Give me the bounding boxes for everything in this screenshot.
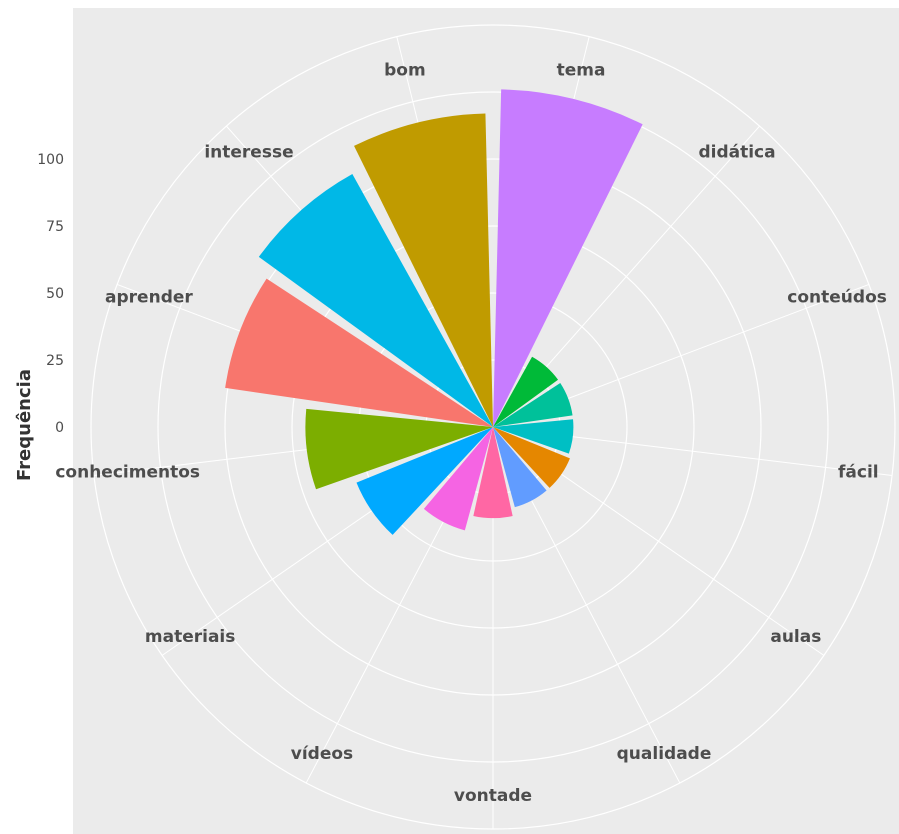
bar-conhecimentos bbox=[305, 408, 493, 490]
bar-fácil bbox=[493, 419, 574, 454]
bar-tema bbox=[493, 89, 643, 428]
category-label-conhecimentos: conhecimentos bbox=[55, 462, 200, 482]
bar-aprender bbox=[225, 278, 493, 427]
y-tick-label: 0 bbox=[55, 420, 64, 436]
category-label-aprender: aprender bbox=[105, 288, 193, 308]
bar-qualidade bbox=[493, 427, 547, 508]
category-labels: tema didática conteúdos fácil aulas qualidade… bbox=[55, 61, 887, 806]
y-tick-label: 50 bbox=[46, 286, 64, 302]
bar-vídeos bbox=[423, 427, 493, 531]
category-label-didática: didática bbox=[698, 143, 775, 163]
category-label-tema: tema bbox=[557, 61, 606, 81]
bar-aulas bbox=[493, 427, 570, 488]
y-tick-label: 25 bbox=[46, 353, 64, 369]
bar-materiais bbox=[356, 427, 493, 535]
y-tick-label: 100 bbox=[37, 152, 64, 168]
bar-didática bbox=[493, 356, 559, 427]
category-label-bom: bom bbox=[384, 61, 426, 81]
bar-interesse bbox=[258, 174, 493, 427]
category-label-fácil: fácil bbox=[838, 462, 879, 482]
bars bbox=[225, 89, 643, 535]
bar-vontade bbox=[473, 427, 513, 519]
category-label-qualidade: qualidade bbox=[617, 744, 712, 764]
category-label-vontade: vontade bbox=[454, 786, 532, 806]
y-axis-ticks: 0 25 50 75 100 bbox=[37, 152, 64, 436]
category-label-conteúdos: conteúdos bbox=[787, 288, 887, 308]
y-axis-label: Frequência bbox=[14, 369, 35, 481]
bar-conteúdos bbox=[493, 382, 573, 427]
bar-bom bbox=[354, 113, 493, 427]
category-label-interesse: interesse bbox=[204, 143, 293, 163]
category-label-materiais: materiais bbox=[145, 627, 235, 647]
y-tick-label: 75 bbox=[46, 219, 64, 235]
category-label-aulas: aulas bbox=[770, 627, 821, 647]
category-label-vídeos: vídeos bbox=[291, 744, 353, 764]
